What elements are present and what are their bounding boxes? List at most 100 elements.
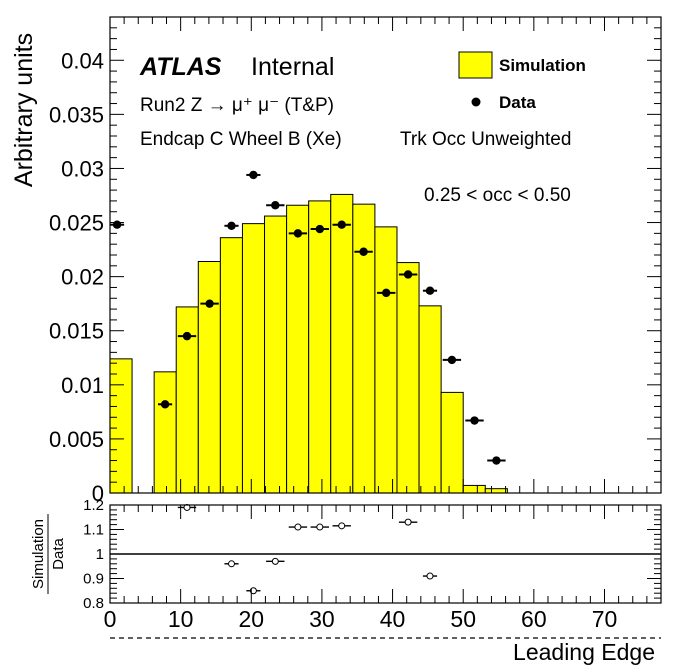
data-point-marker	[227, 221, 236, 230]
x-tick-label: 40	[380, 606, 406, 632]
ratio-y-tick-label: 1.2	[83, 497, 104, 514]
data-point-marker	[359, 247, 368, 256]
legend-simulation-label: Simulation	[499, 56, 586, 75]
ratio-point-marker	[271, 557, 279, 565]
ratio-y-tick-label: 1.1	[83, 522, 104, 539]
x-tick-label: 60	[521, 606, 547, 632]
ratio-point-marker	[426, 572, 434, 580]
ratio-y-axis: 0.8 0.9 1 1.1 1.2	[83, 497, 661, 612]
simulation-bar	[308, 200, 332, 494]
data-point-marker	[403, 270, 413, 279]
data-point	[398, 270, 418, 279]
data-point	[224, 221, 239, 230]
ratio-y-tick-label: 0.9	[83, 571, 104, 588]
data-point-marker	[112, 220, 122, 229]
simulation-bar	[330, 193, 354, 494]
simulation-bar	[418, 305, 442, 494]
occupancy-label: 0.25 < occ < 0.50	[424, 185, 571, 206]
data-point-marker	[337, 220, 346, 229]
simulation-bar	[484, 488, 508, 494]
main-y-tick-label: 0.02	[61, 265, 104, 290]
data-point	[310, 224, 329, 234]
data-point-marker	[492, 456, 501, 465]
ratio-y-tick-label: 1	[96, 546, 104, 563]
simulation-bar	[109, 358, 133, 494]
data-points	[110, 170, 506, 465]
ratio-point	[310, 523, 329, 531]
ratio-x-axis: 0 10 20 30 40 50 60 70	[104, 505, 662, 632]
ratio-point-marker	[294, 523, 302, 531]
data-point	[487, 456, 506, 465]
ratio-panel: 0.8 0.9 1 1.1 1.2 0 10 20 30 40 50 60 70 Simulation…	[30, 497, 662, 665]
ratio-y-tick-label: 0.8	[83, 595, 104, 612]
ratio-points	[177, 503, 438, 595]
legend-data-label: Data	[499, 93, 536, 112]
simulation-bar	[241, 223, 266, 494]
atlas-label: ATLAS	[139, 53, 222, 81]
internal-label: Internal	[251, 53, 334, 81]
ratio-y-title-denominator: Data	[50, 538, 67, 570]
simulation-histogram	[109, 193, 508, 494]
main-y-tick-label: 0.005	[49, 427, 104, 452]
main-y-axis: 0 0.005 0.01 0.015 0.02 0.025 0.03 0.035 0.04	[49, 27, 661, 506]
ratio-point-marker	[249, 587, 257, 595]
legend-simulation-swatch	[458, 51, 493, 79]
x-axis-title: Leading Edge	[513, 639, 655, 665]
data-point-marker	[382, 288, 391, 298]
simulation-bar	[153, 371, 177, 494]
data-point	[158, 400, 173, 409]
data-point	[465, 416, 484, 425]
ratio-point-marker	[228, 560, 236, 568]
data-point	[200, 299, 219, 308]
ratio-point	[224, 560, 239, 568]
data-point	[422, 286, 438, 295]
legend-data-marker	[471, 97, 481, 107]
main-y-tick-label: 0.035	[49, 102, 104, 127]
ratio-y-axis-title: Simulation Data	[30, 514, 67, 594]
main-y-tick-label: 0.04	[61, 48, 104, 73]
simulation-bar	[396, 262, 420, 494]
data-point-marker	[470, 416, 479, 425]
main-x-ticks	[109, 17, 662, 493]
ratio-point	[422, 572, 438, 580]
data-point-marker	[205, 299, 214, 308]
simulation-bar	[440, 391, 464, 494]
data-point	[442, 355, 462, 365]
data-point	[354, 247, 373, 256]
simulation-bar	[462, 484, 486, 494]
data-point-marker	[425, 286, 435, 295]
ratio-point	[266, 557, 285, 565]
data-point	[246, 170, 261, 180]
x-tick-label: 0	[104, 606, 117, 632]
simulation-bar	[264, 215, 288, 494]
data-point	[377, 288, 396, 298]
data-point	[288, 229, 308, 238]
x-tick-label: 30	[309, 606, 335, 632]
data-point	[266, 201, 285, 210]
x-tick-label: 70	[592, 606, 618, 632]
data-point-marker	[447, 355, 457, 365]
x-tick-label: 50	[450, 606, 476, 632]
main-y-tick-label: 0	[92, 481, 104, 506]
ratio-point-marker	[404, 518, 412, 526]
ratio-point-marker	[316, 523, 324, 531]
data-point	[332, 220, 351, 229]
ratio-y-title-numerator: Simulation	[30, 519, 47, 589]
main-y-tick-label: 0.025	[49, 211, 104, 236]
main-y-axis-title: Arbitrary units	[10, 33, 38, 187]
simulation-bar	[219, 237, 243, 494]
main-y-tick-label: 0.01	[61, 373, 104, 398]
data-point-marker	[160, 400, 170, 409]
simulation-bar	[286, 204, 310, 494]
data-point-marker	[315, 224, 325, 234]
simulation-bar	[197, 260, 221, 494]
ratio-point	[288, 523, 308, 531]
region-label: Endcap C Wheel B (Xe)	[140, 129, 342, 150]
main-y-tick-label: 0.015	[49, 319, 104, 344]
ratio-point	[332, 522, 351, 530]
simulation-bar	[352, 203, 376, 494]
run-label: Run2 Z → μ⁺ μ⁻ (T&P)	[140, 95, 334, 116]
ratio-point-marker	[338, 522, 346, 530]
legend: Simulation Data	[458, 51, 586, 112]
